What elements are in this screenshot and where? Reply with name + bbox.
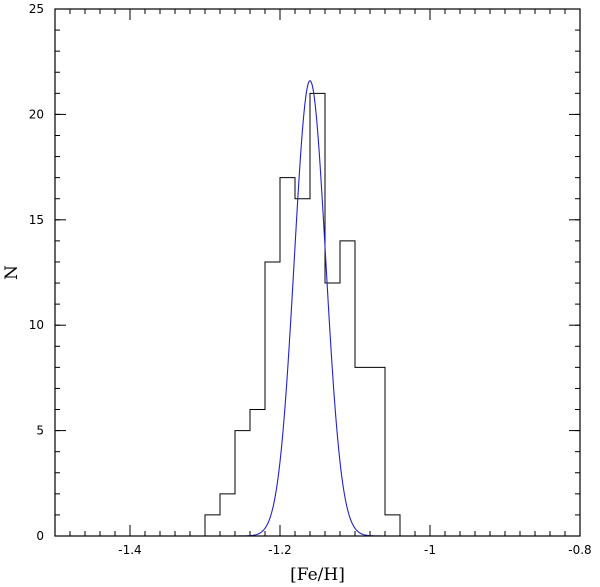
x-axis-label: [Fe/H]: [290, 565, 345, 585]
y-tick-label: 5: [36, 424, 44, 438]
y-tick-label: 25: [29, 2, 44, 16]
y-tick-label: 15: [29, 213, 44, 227]
y-tick-label: 10: [29, 318, 44, 332]
plot-frame: [54, 8, 581, 537]
x-tick-label: -1.4: [118, 543, 141, 557]
x-tick-label: -1: [424, 543, 436, 557]
y-tick-label: 0: [36, 529, 44, 543]
gaussian-fit-curve: [235, 80, 385, 537]
y-axis-label: N: [2, 265, 22, 280]
x-tick-label: -1.2: [268, 543, 291, 557]
histogram-series: [204, 92, 401, 536]
tick-labels: -1.4 -1.2 -1 -0.8 0 5 10 15 20 25: [29, 2, 592, 557]
y-tick-label: 20: [29, 107, 44, 121]
x-tick-label: -0.8: [568, 543, 591, 557]
axis-ticks: [54, 8, 581, 537]
